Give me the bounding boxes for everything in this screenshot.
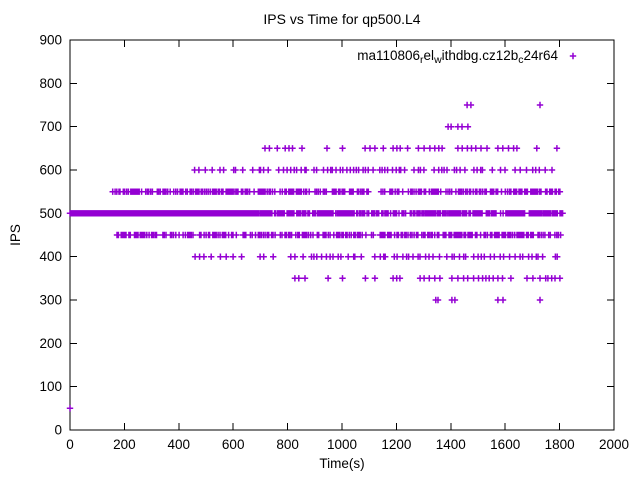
y-tick-label: 600 [39, 163, 62, 178]
x-tick-label: 1400 [436, 437, 466, 452]
data-points [66, 101, 566, 412]
x-tick-label: 1200 [381, 437, 411, 452]
x-tick-label: 400 [168, 437, 191, 452]
y-tick-label: 300 [39, 293, 62, 308]
x-tick-label: 2000 [599, 437, 629, 452]
y-axis-label: IPS [8, 224, 23, 246]
x-tick-label: 600 [222, 437, 245, 452]
legend-entry-label: ma110806relwithdbg.cz12bc24r64 [357, 48, 558, 66]
x-tick-label: 1000 [327, 437, 357, 452]
y-tick-label: 900 [39, 33, 62, 48]
y-tick-label: 700 [39, 119, 62, 134]
y-tick-label: 800 [39, 76, 62, 91]
x-axis-ticks: 0 200 400 600 800 1000 1200 1400 1600 1800 2000 [66, 40, 629, 452]
chart-title: IPS vs Time for qp500.L4 [263, 11, 420, 27]
y-tick-label: 400 [39, 249, 62, 264]
x-tick-label: 200 [113, 437, 136, 452]
y-tick-label: 200 [39, 336, 62, 351]
y-axis-ticks: 0 100 200 300 400 500 600 700 800 900 [39, 33, 614, 438]
x-axis-label: Time(s) [319, 456, 364, 471]
x-tick-label: 1600 [490, 437, 520, 452]
x-tick-label: 0 [66, 437, 74, 452]
legend-plus-marker-icon [569, 52, 577, 60]
y-tick-label: 0 [54, 423, 62, 438]
x-tick-label: 800 [276, 437, 299, 452]
legend: ma110806relwithdbg.cz12bc24r64 [357, 48, 577, 66]
x-tick-label: 1800 [545, 437, 575, 452]
y-tick-label: 500 [39, 206, 62, 221]
y-tick-label: 100 [39, 379, 62, 394]
